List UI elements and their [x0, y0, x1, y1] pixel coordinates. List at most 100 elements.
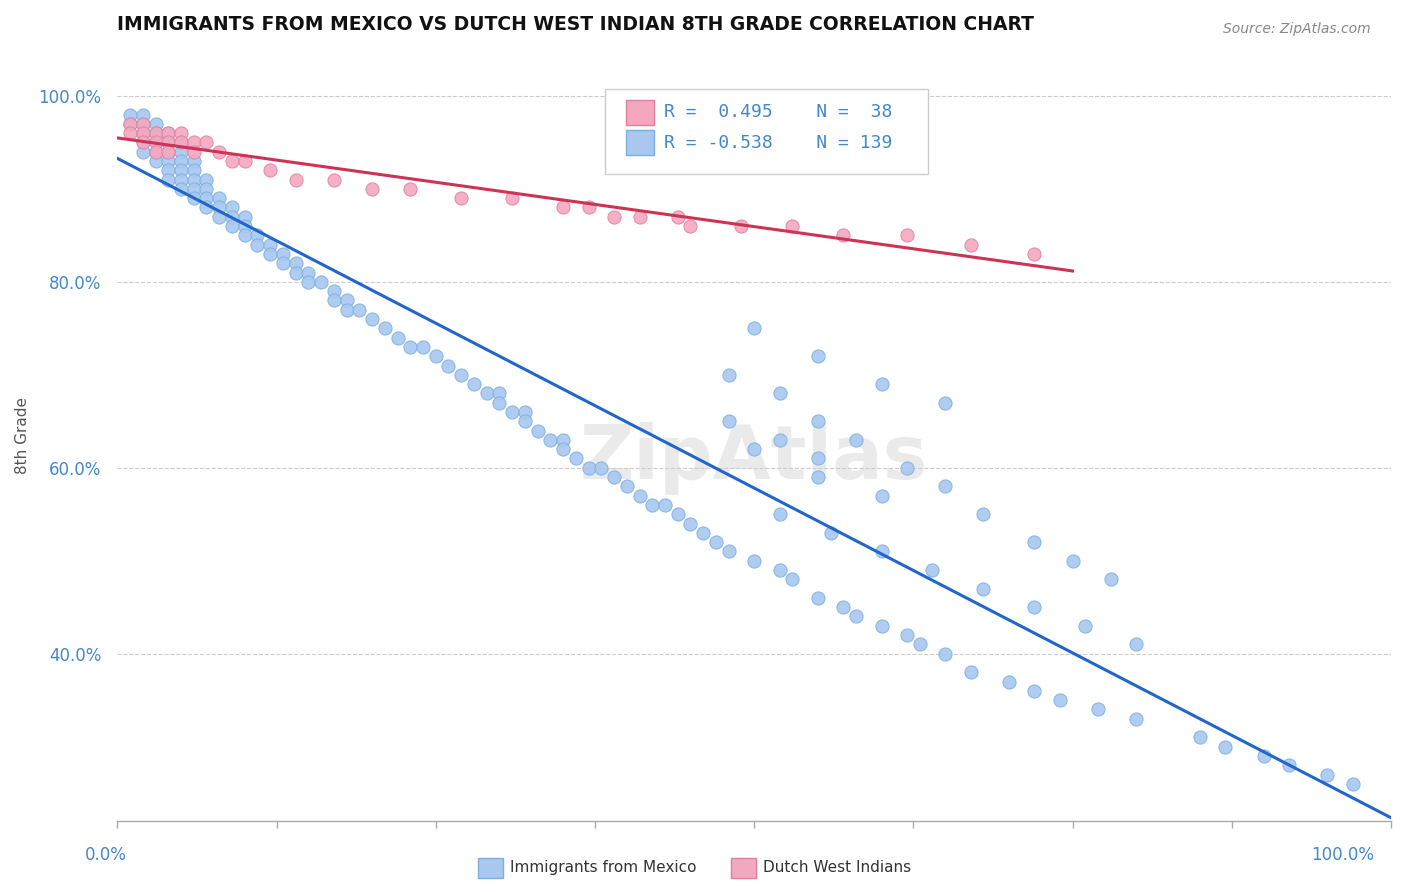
Point	[145, 153, 167, 168]
Point	[259, 247, 281, 261]
Point	[1125, 712, 1147, 726]
Point	[807, 591, 830, 605]
Point	[972, 507, 994, 521]
Point	[551, 442, 574, 457]
Point	[513, 414, 536, 428]
Point	[450, 368, 472, 382]
Point	[170, 153, 193, 168]
Point	[628, 489, 651, 503]
Point	[603, 470, 626, 484]
Text: R = -0.538    N = 139: R = -0.538 N = 139	[664, 134, 891, 152]
Point	[1024, 684, 1046, 698]
Point	[157, 153, 180, 168]
Point	[551, 433, 574, 447]
Point	[145, 117, 167, 131]
Point	[1278, 758, 1301, 772]
Point	[145, 136, 167, 150]
Point	[768, 563, 790, 577]
Point	[692, 525, 714, 540]
Point	[132, 136, 155, 150]
Point	[335, 302, 357, 317]
Point	[208, 210, 231, 224]
Point	[591, 460, 613, 475]
Point	[679, 219, 702, 233]
Point	[246, 228, 269, 243]
Point	[132, 117, 155, 131]
Point	[132, 145, 155, 159]
Text: R =  0.495    N =  38: R = 0.495 N = 38	[664, 103, 891, 121]
Point	[1188, 731, 1211, 745]
Point	[170, 172, 193, 186]
Point	[322, 293, 344, 308]
Point	[998, 674, 1021, 689]
Point	[157, 126, 180, 140]
Point	[807, 470, 830, 484]
Point	[157, 136, 180, 150]
Point	[183, 182, 205, 196]
Point	[425, 349, 447, 363]
Point	[271, 247, 294, 261]
Point	[145, 136, 167, 150]
Point	[322, 172, 344, 186]
Point	[195, 201, 218, 215]
Point	[908, 637, 931, 651]
Point	[195, 191, 218, 205]
Point	[132, 136, 155, 150]
Point	[934, 647, 956, 661]
Point	[870, 377, 893, 392]
Point	[233, 210, 256, 224]
Point	[1341, 777, 1364, 791]
Point	[183, 191, 205, 205]
Point	[654, 498, 676, 512]
Point	[1087, 702, 1109, 716]
Point	[183, 153, 205, 168]
Point	[832, 600, 855, 615]
Point	[782, 219, 804, 233]
Point	[183, 145, 205, 159]
Point	[170, 136, 193, 150]
Point	[233, 228, 256, 243]
Point	[807, 451, 830, 466]
Point	[246, 237, 269, 252]
Point	[832, 228, 855, 243]
Point	[132, 126, 155, 140]
Point	[349, 302, 371, 317]
Point	[195, 136, 218, 150]
Point	[284, 172, 307, 186]
Point	[157, 126, 180, 140]
Point	[309, 275, 332, 289]
Point	[717, 414, 740, 428]
Point	[870, 544, 893, 558]
Point	[361, 182, 384, 196]
Point	[896, 228, 918, 243]
Point	[565, 451, 588, 466]
Point	[221, 153, 243, 168]
Point	[170, 136, 193, 150]
Point	[118, 126, 141, 140]
Point	[959, 665, 981, 680]
Text: Source: ZipAtlas.com: Source: ZipAtlas.com	[1223, 22, 1371, 37]
Point	[730, 219, 752, 233]
Text: IMMIGRANTS FROM MEXICO VS DUTCH WEST INDIAN 8TH GRADE CORRELATION CHART: IMMIGRANTS FROM MEXICO VS DUTCH WEST IND…	[117, 15, 1035, 34]
Point	[259, 237, 281, 252]
Point	[118, 107, 141, 121]
Point	[145, 145, 167, 159]
Point	[921, 563, 943, 577]
Point	[132, 117, 155, 131]
Text: 100.0%: 100.0%	[1312, 846, 1374, 863]
Point	[717, 368, 740, 382]
Point	[807, 414, 830, 428]
Point	[399, 182, 422, 196]
Point	[322, 284, 344, 298]
Point	[768, 386, 790, 401]
Text: Dutch West Indians: Dutch West Indians	[763, 861, 911, 875]
Point	[1316, 767, 1339, 781]
Point	[221, 210, 243, 224]
Point	[271, 256, 294, 270]
Point	[717, 544, 740, 558]
Point	[157, 163, 180, 178]
Point	[603, 210, 626, 224]
Point	[387, 330, 409, 344]
Point	[1074, 619, 1097, 633]
Point	[132, 107, 155, 121]
